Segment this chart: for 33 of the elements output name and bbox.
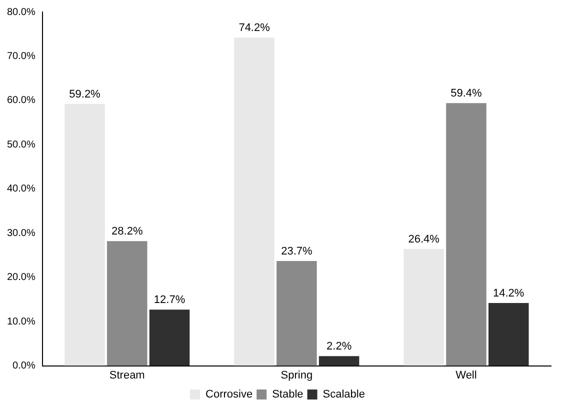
data-label: 59.4% xyxy=(450,88,482,100)
y-tick-label: 80.0% xyxy=(6,6,36,18)
data-label: 74.2% xyxy=(238,22,270,34)
data-label: 14.2% xyxy=(493,288,524,300)
y-tick-label: 20.0% xyxy=(6,272,36,284)
data-label: 28.2% xyxy=(112,226,143,238)
x-tick-label: Spring xyxy=(280,369,313,382)
legend-label: Corrosive xyxy=(206,388,253,401)
legend-label: Scalable xyxy=(322,388,365,401)
y-tick-label: 60.0% xyxy=(6,95,36,106)
bar xyxy=(106,241,148,366)
legend-label: Stable xyxy=(272,388,304,401)
y-tick-label: 50.0% xyxy=(6,139,36,150)
y-tick-label: 40.0% xyxy=(6,184,36,195)
y-tick-label: 0.0% xyxy=(12,360,36,372)
y-tick-label: 10.0% xyxy=(6,316,36,328)
bar xyxy=(488,303,529,366)
data-label: 2.2% xyxy=(326,340,352,353)
data-label: 12.7% xyxy=(154,294,186,306)
bar xyxy=(404,249,444,366)
bar xyxy=(446,103,486,366)
x-tick-label: Stream xyxy=(109,369,145,382)
data-label: 23.7% xyxy=(281,246,312,258)
y-tick-label: 30.0% xyxy=(6,228,36,239)
x-tick-label: Well xyxy=(456,369,477,382)
bar xyxy=(234,38,274,366)
y-tick-label: 70.0% xyxy=(6,50,36,62)
bar xyxy=(64,104,105,366)
bar xyxy=(318,356,360,366)
data-label: 59.2% xyxy=(69,88,101,101)
bar xyxy=(276,260,317,366)
data-label: 26.4% xyxy=(408,234,440,246)
bar xyxy=(149,310,190,366)
